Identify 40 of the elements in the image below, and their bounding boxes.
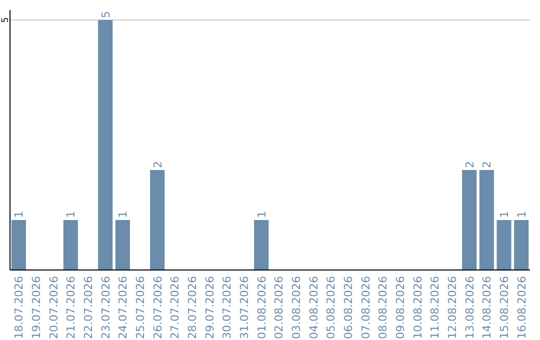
x-tick-label: 18.07.2026 xyxy=(12,276,26,339)
x-tick-label: 29.07.2026 xyxy=(203,276,216,339)
x-tick-label: 02.08.2026 xyxy=(272,276,286,339)
x-tick-label: 25.07.2026 xyxy=(134,276,147,339)
data-label: 2 xyxy=(463,161,476,168)
data-label: 1 xyxy=(498,211,511,218)
data-label: 2 xyxy=(480,161,494,168)
x-tick-label: 15.08.2026 xyxy=(498,276,511,339)
x-tick-label: 31.07.2026 xyxy=(238,276,251,339)
x-tick-label: 30.07.2026 xyxy=(220,276,234,339)
data-label: 1 xyxy=(255,211,268,218)
x-tick-label: 27.07.2026 xyxy=(168,276,182,339)
x-tick-label: 05.08.2026 xyxy=(324,276,338,339)
x-tick-label: 19.07.2026 xyxy=(30,276,43,339)
data-label: 1 xyxy=(116,211,130,218)
x-tick-label: 24.07.2026 xyxy=(116,276,130,339)
x-tick-label: 11.08.2026 xyxy=(428,276,442,339)
x-tick-label: 12.08.2026 xyxy=(446,276,459,339)
x-tick-label: 22.07.2026 xyxy=(82,276,95,339)
data-label: 1 xyxy=(12,211,26,218)
x-tick-label: 03.08.2026 xyxy=(290,276,303,339)
x-tick-label: 28.07.2026 xyxy=(186,276,199,339)
x-tick-label: 16.08.2026 xyxy=(515,276,528,339)
x-tick-label: 07.08.2026 xyxy=(359,276,372,339)
data-label: 1 xyxy=(64,211,78,218)
x-tick-label: 26.07.2026 xyxy=(151,276,164,339)
x-tick-label: 01.08.2026 xyxy=(255,276,268,339)
data-label: 1 xyxy=(515,211,528,218)
x-tick-label: 08.08.2026 xyxy=(376,276,390,339)
x-tick-label: 06.08.2026 xyxy=(342,276,355,339)
data-label: 5 xyxy=(99,11,112,18)
x-tick-label: 20.07.2026 xyxy=(47,276,60,339)
x-tick-label: 04.08.2026 xyxy=(307,276,320,339)
x-tick-label: 14.08.2026 xyxy=(480,276,494,339)
data-label: 2 xyxy=(151,161,164,168)
x-tick-label: 23.07.2026 xyxy=(99,276,112,339)
x-tick-label: 21.07.2026 xyxy=(64,276,78,339)
x-tick-label: 10.08.2026 xyxy=(411,276,424,339)
x-tick-label: 09.08.2026 xyxy=(394,276,407,339)
x-tick-label: 13.08.2026 xyxy=(463,276,476,339)
